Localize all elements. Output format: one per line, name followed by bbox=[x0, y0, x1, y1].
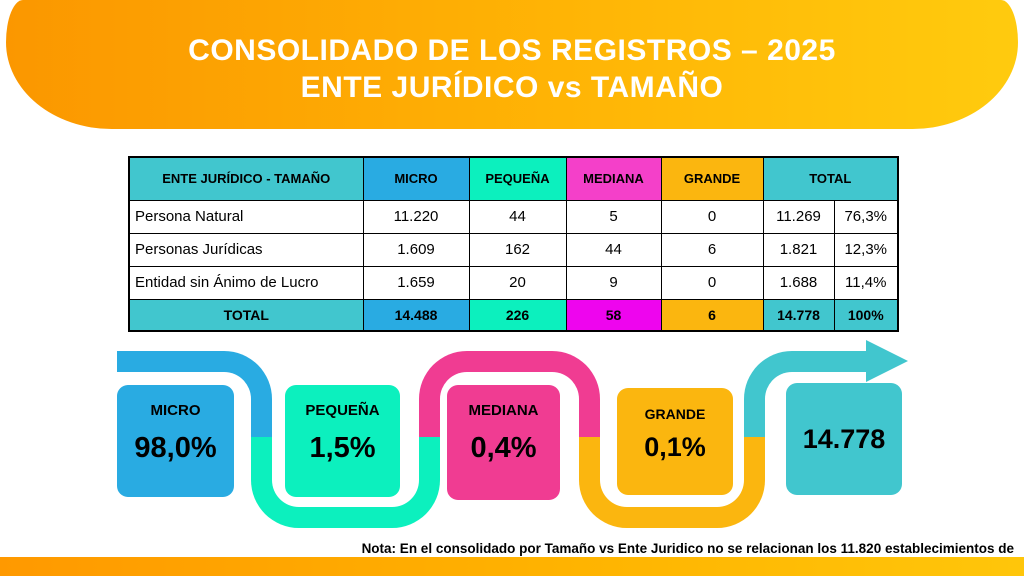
table-total-row: TOTAL 14.488 226 58 6 14.778 100% bbox=[128, 298, 899, 332]
cell-pct: 11,4% bbox=[833, 265, 899, 300]
table-header-row: ENTE JURÍDICO - TAMAÑO MICRO PEQUEÑA MED… bbox=[128, 156, 899, 201]
slide-title-line1: CONSOLIDADO DE LOS REGISTROS – 2025 bbox=[188, 33, 836, 67]
total-label: TOTAL bbox=[128, 298, 364, 332]
flow-box-pequena: PEQUEÑA 1,5% bbox=[285, 385, 400, 497]
header-banner: CONSOLIDADO DE LOS REGISTROS – 2025 ENTE… bbox=[6, 0, 1018, 129]
cell-total: 11.269 bbox=[762, 199, 835, 234]
flow-box-mediana: MEDIANA 0,4% bbox=[447, 385, 560, 500]
flow-arrow-icon bbox=[866, 340, 908, 382]
header-cell-grande: GRANDE bbox=[660, 156, 764, 201]
header-cell-micro: MICRO bbox=[362, 156, 470, 201]
table-row: Persona Natural 11.220 44 5 0 11.269 76,… bbox=[128, 199, 899, 234]
total-cell-pct: 100% bbox=[833, 298, 899, 332]
cell-mediana: 44 bbox=[565, 232, 662, 267]
total-cell-micro: 14.488 bbox=[362, 298, 470, 332]
cell-micro: 1.609 bbox=[362, 232, 470, 267]
cell-pct: 12,3% bbox=[833, 232, 899, 267]
total-cell-grande: 6 bbox=[660, 298, 764, 332]
registros-table: ENTE JURÍDICO - TAMAÑO MICRO PEQUEÑA MED… bbox=[128, 156, 899, 332]
cell-grande: 6 bbox=[660, 232, 764, 267]
cell-mediana: 9 bbox=[565, 265, 662, 300]
table-row: Entidad sin Ánimo de Lucro 1.659 20 9 0 … bbox=[128, 265, 899, 300]
total-cell-mediana: 58 bbox=[565, 298, 662, 332]
header-cell-ente-juridico: ENTE JURÍDICO - TAMAÑO bbox=[128, 156, 364, 201]
flow-box-label: PEQUEÑA bbox=[305, 402, 380, 419]
header-cell-total: TOTAL bbox=[762, 156, 899, 201]
row-label: Persona Natural bbox=[128, 199, 364, 234]
cell-pequena: 44 bbox=[468, 199, 567, 234]
cell-grande: 0 bbox=[660, 265, 764, 300]
flow-box-value: 1,5% bbox=[309, 432, 376, 464]
header-cell-pequena: PEQUEÑA bbox=[468, 156, 567, 201]
table-row: Personas Jurídicas 1.609 162 44 6 1.821 … bbox=[128, 232, 899, 267]
row-label: Personas Jurídicas bbox=[128, 232, 364, 267]
cell-mediana: 5 bbox=[565, 199, 662, 234]
cell-pequena: 162 bbox=[468, 232, 567, 267]
cell-total: 1.821 bbox=[762, 232, 835, 267]
cell-pequena: 20 bbox=[468, 265, 567, 300]
header-cell-mediana: MEDIANA bbox=[565, 156, 662, 201]
cell-grande: 0 bbox=[660, 199, 764, 234]
flow-box-label: MEDIANA bbox=[468, 402, 539, 419]
row-label: Entidad sin Ánimo de Lucro bbox=[128, 265, 364, 300]
slide-title-line2: ENTE JURÍDICO vs TAMAÑO bbox=[300, 70, 724, 104]
cell-total: 1.688 bbox=[762, 265, 835, 300]
total-cell-total: 14.778 bbox=[762, 298, 835, 332]
flow-box-grande: GRANDE 0,1% bbox=[617, 388, 733, 495]
cell-micro: 1.659 bbox=[362, 265, 470, 300]
flow-box-value: 0,4% bbox=[470, 432, 537, 464]
flow-box-micro: MICRO 98,0% bbox=[117, 385, 234, 497]
flow-box-grand-total: 14.778 bbox=[786, 383, 902, 495]
cell-pct: 76,3% bbox=[833, 199, 899, 234]
flow-box-label: GRANDE bbox=[644, 406, 706, 422]
total-cell-pequena: 226 bbox=[468, 298, 567, 332]
flow-box-label: MICRO bbox=[150, 402, 201, 419]
footer-bar bbox=[0, 557, 1024, 576]
flow-box-value: 98,0% bbox=[134, 432, 217, 464]
flow-grand-total-value: 14.778 bbox=[802, 423, 886, 454]
cell-micro: 11.220 bbox=[362, 199, 470, 234]
flow-box-value: 0,1% bbox=[644, 432, 706, 462]
flow-pipe-mediana bbox=[419, 351, 600, 437]
